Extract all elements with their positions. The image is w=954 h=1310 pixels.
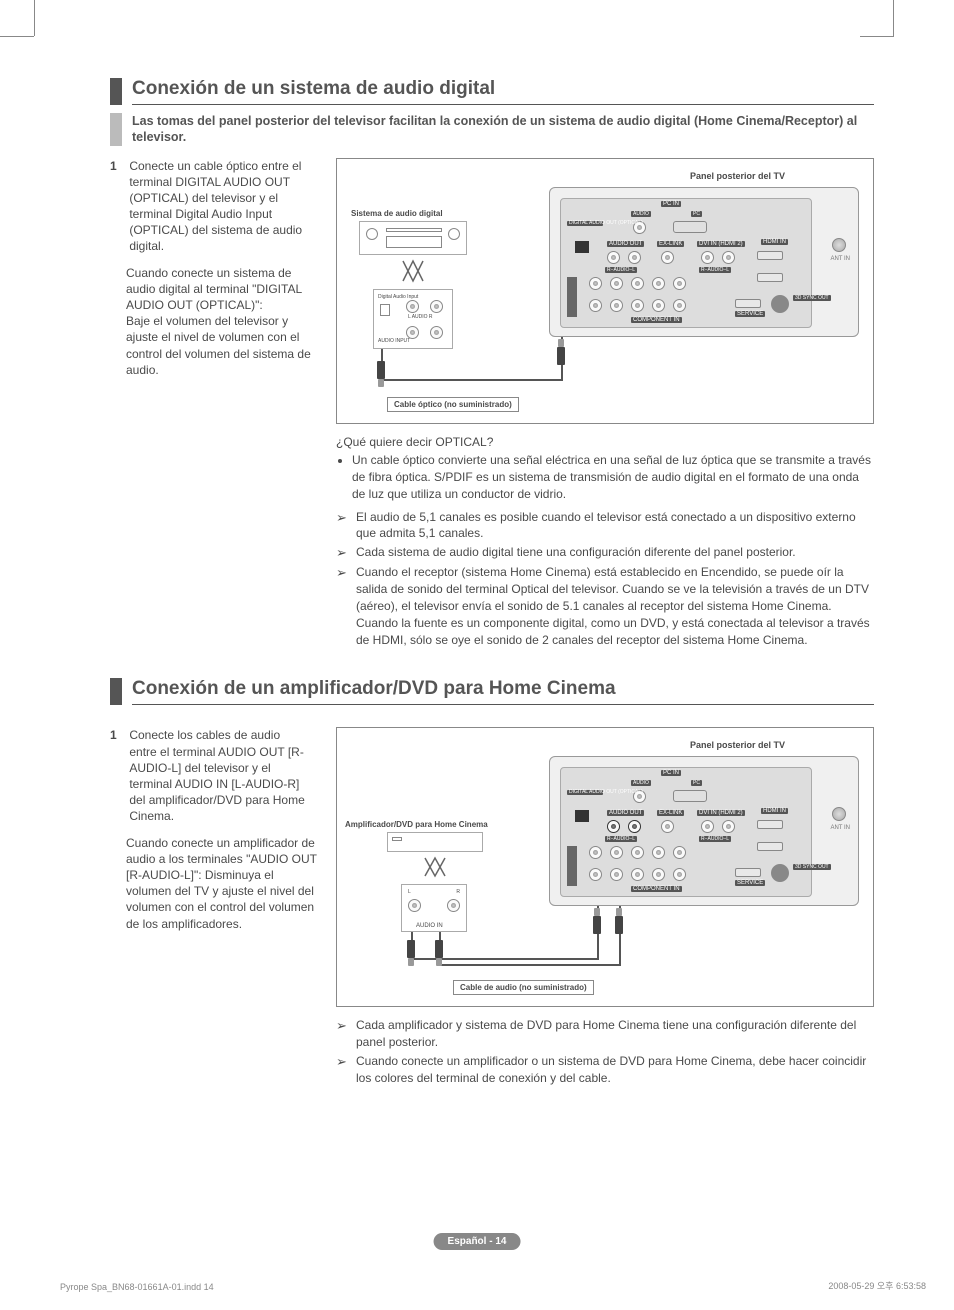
section1-intro: Las tomas del panel posterior del televi… — [110, 113, 874, 146]
pc-in-label: PC IN — [661, 201, 681, 207]
print-meta-left: Pyrope Spa_BN68-01661A-01.indd 14 — [60, 1282, 214, 1292]
tv-panel-label: Panel posterior del TV — [690, 740, 785, 750]
section2-body: 1 Conecte los cables de audio entre el t… — [110, 727, 874, 1088]
step-number: 1 — [110, 727, 126, 743]
audio-system-rear: Digital Audio Input L AUDIO R AUDIO INPU… — [373, 289, 453, 349]
step-subtext: Cuando conecte un amplificador de audio … — [110, 835, 318, 932]
cable-plug — [615, 916, 623, 934]
step-text: Conecte un cable óptico entre el termina… — [129, 158, 309, 255]
cable-plug — [407, 940, 415, 958]
tv-back-panel: PC IN AUDIO PC DIGITAL AUDIO OUT (OPTICA… — [549, 756, 859, 906]
section1-left: 1 Conecte un cable óptico entre el termi… — [110, 158, 318, 378]
step-subtext: Cuando conecte un sistema de audio digit… — [110, 265, 318, 314]
tv-panel-label: Panel posterior del TV — [690, 171, 785, 181]
crop-mark — [893, 0, 894, 36]
cable-label: Cable de audio (no suministrado) — [453, 980, 594, 995]
amp-label: Amplificador/DVD para Home Cinema — [345, 820, 488, 829]
section2-diagram: Panel posterior del TV PC IN AUDIO PC DI… — [336, 727, 874, 1007]
section2-right: Panel posterior del TV PC IN AUDIO PC DI… — [336, 727, 874, 1088]
note-item: Cuando conecte un amplificador o un sist… — [356, 1053, 874, 1087]
crop-mark — [860, 36, 894, 37]
amp-label: Sistema de audio digital — [351, 209, 443, 218]
arrow-icon — [421, 854, 449, 882]
step-text: Conecte los cables de audio entre el ter… — [129, 727, 309, 824]
cable-plug — [557, 347, 565, 365]
amp-box — [387, 832, 483, 852]
page: Conexión de un sistema de audio digital … — [0, 0, 954, 1310]
note-item: El audio de 5,1 canales es posible cuand… — [356, 509, 874, 543]
cable-label: Cable óptico (no suministrado) — [387, 397, 519, 412]
optical-question: ¿Qué quiere decir OPTICAL? — [336, 434, 874, 451]
audio-system-box — [359, 221, 467, 255]
cable-plug — [593, 916, 601, 934]
optical-bullet: Un cable óptico convierte una señal eléc… — [352, 452, 874, 502]
step-number: 1 — [110, 158, 126, 174]
section1-heading: Conexión de un sistema de audio digital — [132, 78, 874, 105]
crop-mark — [34, 0, 35, 36]
tv-back-panel: PC IN AUDIO PC DIGITAL AUDIO OUT (OPTICA… — [549, 187, 859, 337]
cable-plug — [377, 361, 385, 379]
section2-notes: ➢Cada amplificador y sistema de DVD para… — [336, 1017, 874, 1086]
step-subtext2: Baje el volumen del televisor y ajuste e… — [110, 313, 318, 378]
crop-mark — [0, 36, 34, 37]
section1-diagram: Sistema de audio digital Digital Audio I… — [336, 158, 874, 424]
section1-right: Sistema de audio digital Digital Audio I… — [336, 158, 874, 651]
section2-heading-block: Conexión de un amplificador/DVD para Hom… — [110, 678, 874, 705]
amp-rear: L R AUDIO IN — [401, 884, 467, 932]
note-item: Cada sistema de audio digital tiene una … — [356, 544, 874, 562]
section1-heading-block: Conexión de un sistema de audio digital — [110, 78, 874, 105]
section2-heading: Conexión de un amplificador/DVD para Hom… — [132, 678, 874, 705]
note-item: Cuando el receptor (sistema Home Cinema)… — [356, 564, 874, 648]
section1-body: 1 Conecte un cable óptico entre el termi… — [110, 158, 874, 651]
note-item: Cada amplificador y sistema de DVD para … — [356, 1017, 874, 1051]
print-meta-right: 2008-05-29 오후 6:53:58 — [828, 1279, 926, 1292]
section2-left: 1 Conecte los cables de audio entre el t… — [110, 727, 318, 931]
cable-plug — [435, 940, 443, 958]
page-number-badge: Español - 14 — [434, 1233, 521, 1250]
section1-notes: ¿Qué quiere decir OPTICAL? Un cable ópti… — [336, 434, 874, 649]
arrow-icon — [399, 257, 427, 287]
